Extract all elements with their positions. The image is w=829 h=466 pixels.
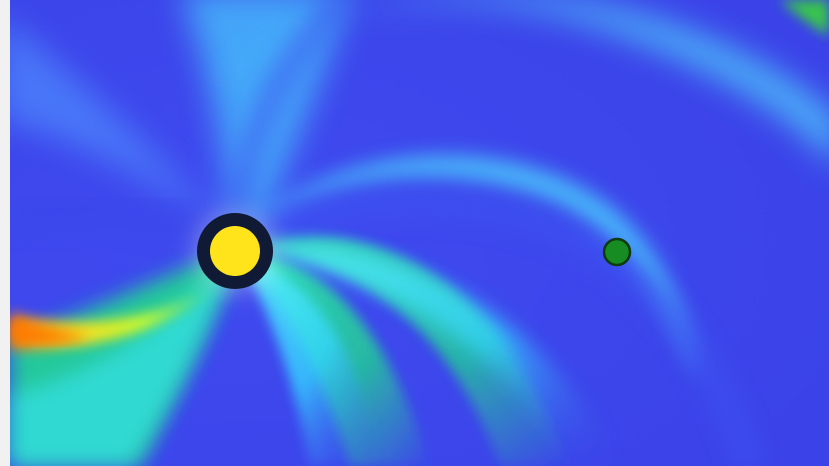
upper-light-blue-wash [10,23,232,242]
lower-cyan-arm-1 [235,248,380,466]
left-margin-strip [0,0,10,466]
lower-left-cyan-sweep [10,248,235,466]
upper-right-cyan-arc [210,0,829,157]
hot-orange-core [10,320,90,343]
lower-cyan-arm-2 [235,244,620,466]
top-right-green-spike [780,0,829,36]
middle-cyan-arc [235,155,700,380]
solar-wind-svg [10,0,829,466]
sun-marker-icon [197,213,273,289]
solar-wind-simulation-view [10,0,829,466]
earth-marker-icon [602,237,632,267]
lower-green-arm-2 [235,235,570,466]
dark-spiral-boundary-1 [227,188,765,466]
